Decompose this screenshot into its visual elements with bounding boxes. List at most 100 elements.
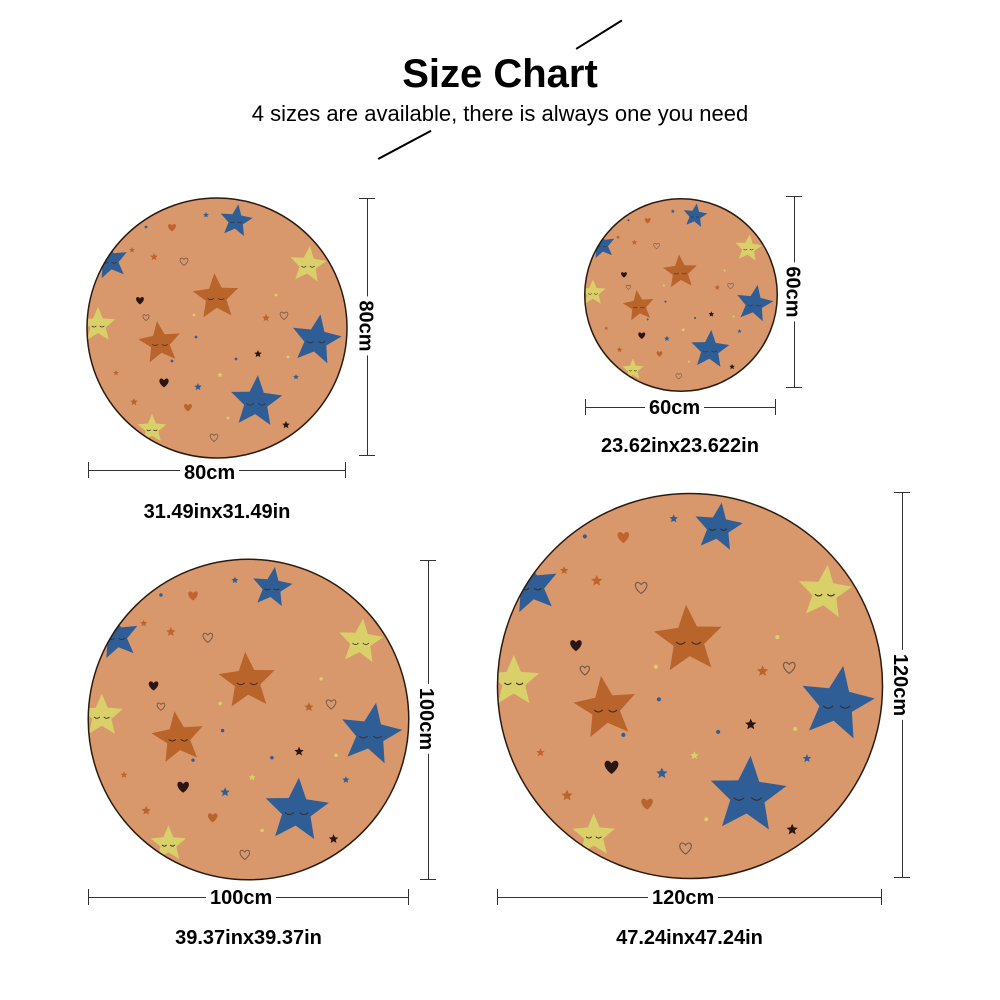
rug-100-height-tick-bottom <box>420 879 436 880</box>
sleepy-eye-icon <box>301 265 307 268</box>
rug-base <box>584 198 778 392</box>
star-icon <box>735 234 763 261</box>
sleepy-eye-icon <box>273 588 280 591</box>
star-icon <box>87 307 116 340</box>
rug-60-height-tick-top <box>786 196 802 197</box>
sleepy-eye-icon <box>152 343 159 346</box>
sleepy-eye-icon <box>602 245 607 248</box>
dot-icon <box>286 355 290 359</box>
dot-icon <box>116 233 120 237</box>
sleepy-eye-icon <box>690 216 695 218</box>
heart-icon <box>644 218 651 224</box>
star-icon <box>137 414 167 442</box>
star-icon <box>265 777 329 839</box>
sleepy-eye-icon <box>258 403 266 406</box>
rug-100-inches-label: 39.37inx39.37in <box>175 927 322 949</box>
star-icon <box>93 613 138 658</box>
rug-80-width-tick-left <box>88 462 89 478</box>
small-star-icon <box>342 776 350 783</box>
rug-120-height-tick-bottom <box>894 877 910 878</box>
heart-icon <box>209 433 219 442</box>
star-icon <box>802 665 875 739</box>
rug-border <box>86 197 348 459</box>
heart-icon <box>159 378 169 388</box>
heart-icon <box>617 532 630 544</box>
sleepy-eye-icon <box>237 221 243 224</box>
dot-icon <box>704 817 709 822</box>
star-icon <box>622 289 654 321</box>
sleepy-eye-icon <box>691 641 702 645</box>
dot-icon <box>541 546 546 551</box>
small-star-icon <box>599 360 604 365</box>
small-star-icon <box>282 421 290 429</box>
star-icon <box>220 204 253 236</box>
small-star-icon <box>248 773 256 781</box>
small-star-icon <box>130 398 138 406</box>
dot-icon <box>260 828 264 833</box>
dot-icon <box>234 357 238 361</box>
small-star-icon <box>113 370 119 376</box>
star-icon <box>218 651 275 707</box>
heart-icon <box>634 581 648 595</box>
star-icon <box>654 604 722 671</box>
small-star-icon <box>527 816 536 825</box>
rug-border <box>583 197 779 393</box>
sleepy-eye-icon <box>168 739 177 742</box>
sleepy-eye-icon <box>229 221 235 224</box>
sleepy-eye-icon <box>750 797 763 801</box>
small-star-icon <box>150 253 158 261</box>
rug-60-height-label: 60cm <box>781 262 804 322</box>
small-star-icon <box>217 372 223 378</box>
star-icon <box>587 231 615 259</box>
dot-icon <box>662 284 666 287</box>
rug-100-image <box>87 558 410 881</box>
dot-icon <box>312 566 316 570</box>
rug-60-image <box>583 197 779 393</box>
sleepy-eye-icon <box>161 343 168 346</box>
heart-icon <box>156 702 166 711</box>
small-star-icon <box>129 247 135 253</box>
sleepy-eye-icon <box>696 216 700 218</box>
dot-icon <box>732 315 735 318</box>
star-icon <box>798 564 853 618</box>
star-icon <box>192 273 239 318</box>
small-star-icon <box>231 576 239 584</box>
rug-pattern <box>584 202 774 380</box>
sleepy-eye-icon <box>711 350 718 353</box>
small-star-icon <box>737 329 742 334</box>
star-icon <box>737 284 774 322</box>
heart-icon <box>679 842 692 855</box>
rug-base <box>497 493 883 879</box>
small-star-icon <box>708 311 715 317</box>
sleepy-eye-icon <box>207 297 215 301</box>
heart-icon <box>184 404 192 412</box>
small-star-icon <box>293 374 299 380</box>
sleepy-eye-icon <box>359 735 368 739</box>
small-star-icon <box>656 767 668 779</box>
heart-icon <box>179 257 189 266</box>
rug-60-width-tick-left <box>585 399 586 415</box>
star-icon <box>290 246 327 282</box>
small-star-icon <box>729 363 735 370</box>
small-star-icon <box>745 718 757 730</box>
heart-icon <box>579 665 591 676</box>
dot-icon <box>719 202 722 205</box>
heart-icon <box>625 284 632 290</box>
dot-icon <box>627 219 630 222</box>
sleepy-eye-icon <box>822 705 834 709</box>
sleepy-eye-icon <box>675 641 686 645</box>
rug-60-inches-label: 23.62inx23.622in <box>601 435 759 457</box>
dot-icon <box>716 729 721 734</box>
sleepy-eye-icon <box>681 272 687 275</box>
sleepy-eye-icon <box>608 709 618 713</box>
rug-120-width-tick-left <box>497 889 498 905</box>
dot-icon <box>220 728 225 733</box>
rug-60-width-tick-right <box>775 399 776 415</box>
sleepy-eye-icon <box>673 272 679 275</box>
sleepy-eye-icon <box>169 844 176 847</box>
sleepy-eye-icon <box>146 429 151 432</box>
sleepy-eye-icon <box>585 836 593 839</box>
heart-icon <box>782 661 796 675</box>
star-icon <box>91 242 127 279</box>
star-icon <box>683 203 708 227</box>
